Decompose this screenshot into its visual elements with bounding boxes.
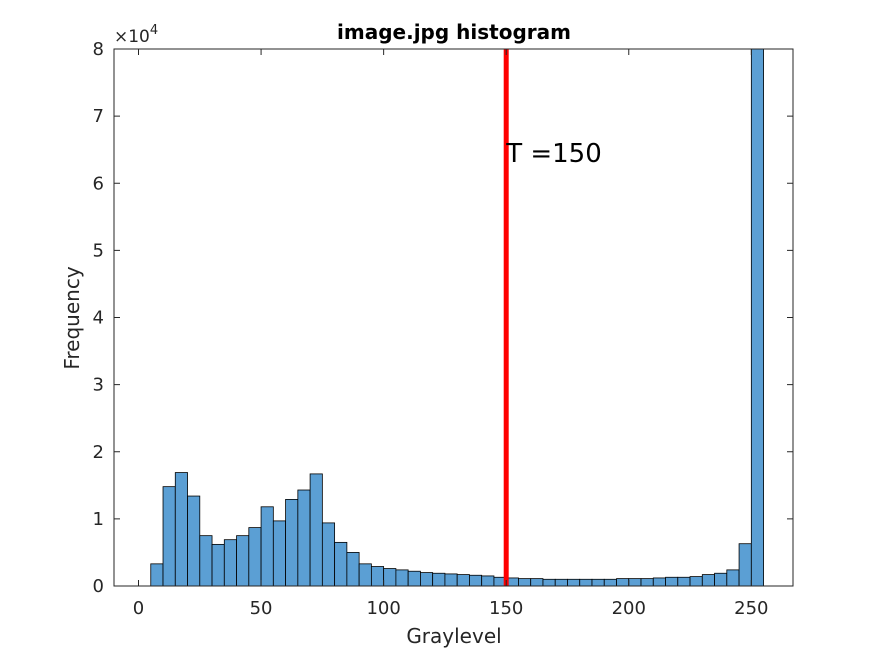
- histogram-bar: [297, 489, 311, 587]
- histogram-bar: [358, 563, 372, 587]
- histogram-bar: [187, 495, 201, 587]
- histogram-bar: [603, 578, 617, 587]
- histogram-bar: [456, 574, 470, 587]
- y-multiplier-label: ×104: [114, 23, 158, 47]
- x-axis-label: Graylevel: [406, 624, 501, 648]
- histogram-bar: [481, 575, 495, 587]
- x-axis-ticks: 0 50 100 150 200 250: [133, 49, 769, 619]
- y-tick-label: 5: [93, 240, 104, 261]
- histogram-bar: [432, 572, 446, 587]
- y-tick-label: 0: [93, 576, 104, 597]
- x-tick-label: 250: [734, 598, 768, 619]
- histogram-bar: [346, 552, 360, 587]
- histogram-bar: [370, 566, 385, 587]
- histogram-bar: [260, 506, 274, 587]
- histogram-bar: [591, 578, 605, 587]
- y-tick-label: 1: [93, 509, 104, 530]
- histogram-bar: [272, 520, 286, 587]
- histogram-bar: [383, 568, 397, 587]
- histogram-bar: [689, 576, 703, 587]
- threshold-label: T =150: [505, 139, 602, 169]
- histogram-bar: [285, 499, 299, 587]
- histogram-bar: [407, 570, 421, 587]
- y-axis-label: Frequency: [60, 266, 84, 369]
- histogram-bar: [321, 522, 336, 587]
- x-tick-label: 50: [250, 598, 273, 619]
- x-tick-label: 0: [133, 598, 144, 619]
- histogram-bar: [652, 577, 666, 587]
- axes-box: [113, 48, 794, 587]
- histogram-bar: [211, 543, 225, 587]
- y-tick-label: 2: [93, 442, 104, 463]
- y-tick-label: 3: [93, 375, 104, 396]
- histogram-bar: [469, 574, 483, 587]
- histogram-bar: [248, 527, 262, 587]
- histogram-bar: [162, 486, 176, 587]
- y-tick-label: 8: [93, 39, 104, 60]
- histogram-bar: [199, 535, 213, 587]
- histogram-bar: [628, 578, 642, 587]
- y-tick-label: 4: [93, 308, 104, 329]
- histogram-bar: [554, 578, 568, 587]
- histogram-bar: [309, 473, 323, 587]
- y-multiplier-base: ×10: [114, 27, 150, 47]
- histogram-bar: [542, 578, 556, 587]
- histogram-bar: [665, 576, 679, 587]
- histogram-bar: [150, 563, 164, 587]
- histogram-bar: [738, 543, 752, 587]
- y-axis-ticks: 0 1 2 3 4 5 6 7 8: [93, 39, 793, 597]
- x-tick-label: 150: [489, 598, 523, 619]
- y-tick-label: 7: [93, 106, 104, 127]
- histogram-bar: [420, 572, 434, 587]
- histogram-bar: [174, 472, 188, 587]
- histogram-bar: [395, 569, 409, 587]
- histogram-bar: [223, 539, 237, 587]
- histogram-bar: [518, 578, 532, 587]
- y-multiplier-exponent: 4: [150, 23, 158, 38]
- histogram-bar: [444, 573, 458, 587]
- histogram-bar: [726, 569, 740, 587]
- threshold-group: T =150: [503, 49, 602, 586]
- histogram-bar: [640, 578, 654, 587]
- histogram-bar: [616, 578, 630, 587]
- histogram-bar: [530, 578, 544, 587]
- y-tick-label: 6: [93, 173, 104, 194]
- x-tick-label: 100: [366, 598, 400, 619]
- histogram-bar: [579, 578, 593, 587]
- histogram-bar: [334, 541, 348, 587]
- histogram-bars: [150, 48, 764, 587]
- histogram-bar: [750, 48, 764, 587]
- histogram-bar: [714, 572, 728, 587]
- histogram-bar: [677, 576, 691, 587]
- histogram-bar: [567, 578, 581, 587]
- histogram-bar: [701, 574, 715, 587]
- histogram-bar: [236, 535, 250, 587]
- x-tick-label: 200: [612, 598, 646, 619]
- chart-title: image.jpg histogram: [337, 20, 571, 44]
